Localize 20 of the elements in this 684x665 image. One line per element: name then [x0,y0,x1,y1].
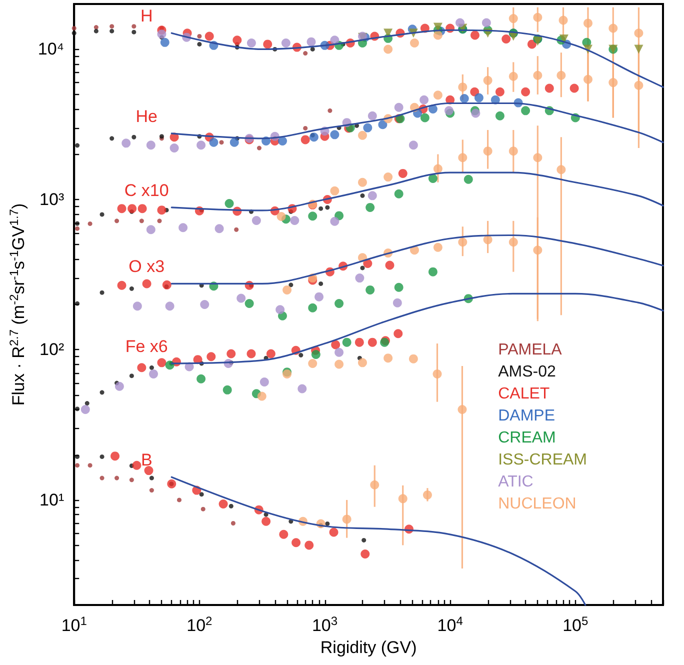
y-tick-label: 10⁴ [38,40,64,59]
text: AMS-02 [498,364,556,380]
text: PAMELA [498,342,562,358]
annotation: B [140,450,152,470]
text: ISS-CREAM [498,452,588,468]
x-axis-title: Rigidity (GV) [320,638,417,657]
text: DAMPE [498,408,556,424]
text: CALET [498,386,550,402]
y-tick-label: 10³ [40,190,64,209]
annotation: H [140,6,153,26]
text: Flux · R2.7 (m-2sr-1s-1GV1.7) [7,203,28,406]
annotation: O x3 [128,257,165,276]
text: CREAM [498,430,556,446]
text: ATIC [498,474,534,490]
y-tick-label: 10² [40,340,64,360]
annotation: C x10 [124,180,169,200]
annotation: Fe x6 [125,336,168,356]
annotation: He [136,106,158,126]
y-tick-label: 10¹ [40,490,64,510]
text: NUCLEON [498,496,576,512]
